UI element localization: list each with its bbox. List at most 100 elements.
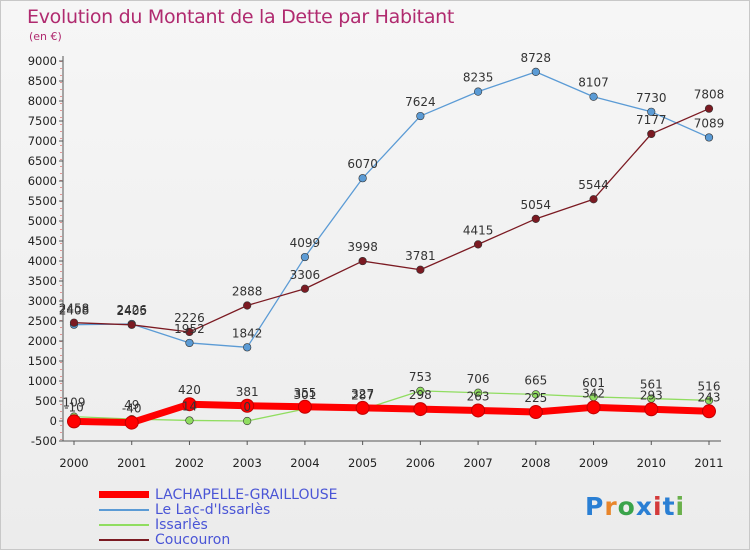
data-label: 8235 <box>463 71 494 85</box>
x-tick-label: 2001 <box>117 456 146 470</box>
data-label: 7177 <box>636 113 667 127</box>
x-tick-label: 2000 <box>59 456 88 470</box>
data-label: 706 <box>467 372 490 386</box>
data-label: 355 <box>293 386 316 400</box>
y-tick-label: 3000 <box>28 294 57 308</box>
series-point-1 <box>531 67 540 76</box>
data-label: 225 <box>524 391 547 405</box>
legend-item-1: Le Lac-d'Issarlès <box>99 502 270 518</box>
series-point-3 <box>647 129 656 139</box>
legend-item-2: Issarlès <box>99 516 208 533</box>
legend-item-3: Coucouron <box>99 532 230 548</box>
series-line-1 <box>73 71 710 348</box>
data-label: 8107 <box>578 76 609 90</box>
data-label: 109 <box>63 396 86 410</box>
data-label: 7089 <box>694 116 725 130</box>
data-label: 5544 <box>578 178 609 192</box>
x-tick-label: 2006 <box>406 456 435 470</box>
proxiti-logo: Proxiti <box>585 492 686 521</box>
y-tick-label: 3500 <box>28 274 57 288</box>
series-point-1 <box>473 87 483 96</box>
series-point-0 <box>67 414 81 429</box>
y-tick-label: 8500 <box>28 74 57 88</box>
legend-label: Issarlès <box>155 516 208 533</box>
series-point-0 <box>528 405 543 419</box>
series-point-0 <box>413 402 428 417</box>
x-tick-label: 2007 <box>463 456 492 470</box>
data-label: 516 <box>698 379 721 393</box>
series-point-3 <box>473 240 483 249</box>
series-point-2 <box>243 416 252 426</box>
data-label: 601 <box>582 376 605 390</box>
series-point-0 <box>355 400 370 415</box>
y-tick-label: 5500 <box>28 194 57 208</box>
data-label: 301 <box>293 388 316 402</box>
series-point-0 <box>182 397 197 412</box>
x-tick-label: 2003 <box>233 456 262 470</box>
series-point-0 <box>471 403 486 418</box>
series-point-2 <box>531 390 540 399</box>
x-tick-label: 2010 <box>637 456 666 470</box>
x-tick-label: 2008 <box>521 456 550 470</box>
legend-swatch <box>99 491 149 498</box>
chart-title: Evolution du Montant de la Dette par Hab… <box>27 6 455 28</box>
x-tick-label: 2009 <box>579 456 608 470</box>
data-label: 5054 <box>521 198 552 212</box>
series-point-2 <box>416 386 425 395</box>
series-point-3 <box>531 214 540 223</box>
data-label: 7624 <box>405 95 436 109</box>
x-tick-label: 2004 <box>290 456 319 470</box>
y-tick-label: 4000 <box>28 254 57 268</box>
legend-swatch <box>99 508 149 511</box>
series-point-0 <box>644 402 659 417</box>
series-point-3 <box>300 284 310 293</box>
data-label: 14 <box>182 399 197 413</box>
series-point-3 <box>127 320 136 329</box>
data-label: 243 <box>698 390 721 404</box>
series-point-3 <box>589 195 598 204</box>
data-label: 6070 <box>347 157 378 171</box>
data-label: 327 <box>351 387 374 401</box>
data-label: 3306 <box>290 268 321 282</box>
data-label: 420 <box>178 383 201 397</box>
series-line-3 <box>73 108 710 333</box>
data-label: 2408 <box>59 304 90 318</box>
data-label: 1842 <box>232 326 263 340</box>
data-label: 4415 <box>463 223 494 237</box>
y-tick-label: 9000 <box>28 54 57 68</box>
y-tick-label: 1500 <box>28 354 57 368</box>
data-label: 3781 <box>405 249 436 263</box>
chart-unit-label: (en €) <box>29 30 62 43</box>
data-label: 753 <box>409 370 432 384</box>
series-point-3 <box>185 327 194 337</box>
data-label: 2226 <box>174 311 205 325</box>
legend-item-0: LACHAPELLE-GRAILLOUSE <box>99 487 337 503</box>
data-label: 342 <box>582 386 605 400</box>
data-label: 3998 <box>347 240 378 254</box>
y-tick-label: 6500 <box>28 154 57 168</box>
series-line-2 <box>73 390 710 422</box>
series-point-1 <box>358 174 367 183</box>
series-point-1 <box>704 133 714 142</box>
data-label: 8728 <box>521 51 552 65</box>
y-tick-label: 2000 <box>28 334 57 348</box>
series-point-1 <box>243 343 252 352</box>
legend-swatch <box>99 538 149 541</box>
series-point-0 <box>702 404 716 419</box>
legend-swatch <box>99 523 149 526</box>
y-tick-label: 6000 <box>28 174 57 188</box>
y-tick-label: 0 <box>50 414 57 428</box>
series-line-0 <box>73 400 710 427</box>
series-point-1 <box>185 338 194 348</box>
series-point-3 <box>243 301 252 310</box>
data-label: 4099 <box>290 236 321 250</box>
series-point-3 <box>69 318 79 327</box>
series-point-3 <box>358 256 367 266</box>
series-point-3 <box>416 265 425 274</box>
data-label: 7808 <box>694 88 725 102</box>
series-point-2 <box>185 416 194 425</box>
data-label: 2426 <box>116 303 147 317</box>
x-tick-label: 2002 <box>175 456 204 470</box>
